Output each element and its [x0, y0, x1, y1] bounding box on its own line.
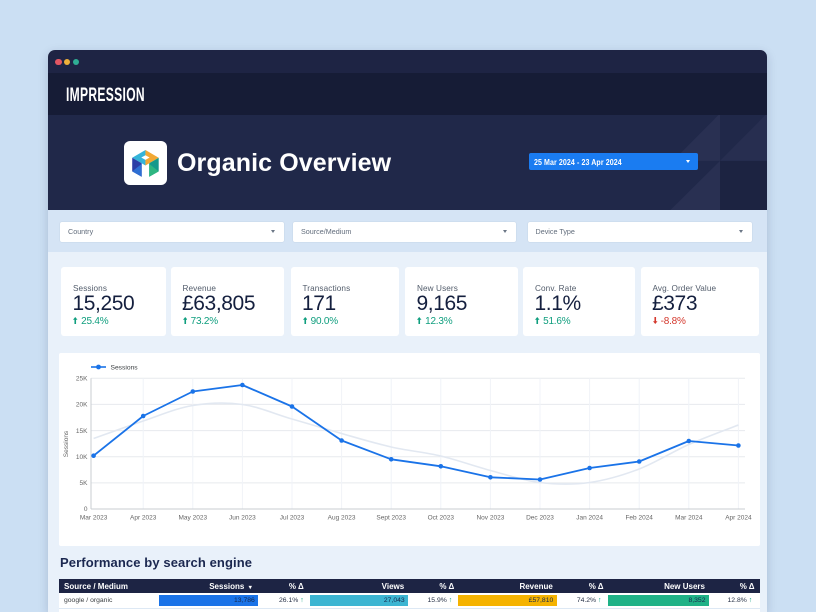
svg-text:5K: 5K	[80, 480, 89, 487]
svg-text:Nov 2023: Nov 2023	[476, 515, 504, 522]
svg-text:Apr 2024: Apr 2024	[725, 515, 752, 522]
svg-text:Jan 2024: Jan 2024	[576, 515, 603, 522]
svg-text:Oct 2023: Oct 2023	[428, 515, 455, 522]
svg-text:Sessions: Sessions	[63, 430, 70, 457]
svg-text:Dec 2023: Dec 2023	[526, 515, 554, 522]
svg-text:Apr 2023: Apr 2023	[130, 515, 157, 522]
svg-text:15K: 15K	[76, 428, 88, 435]
svg-text:Jul 2023: Jul 2023	[280, 515, 305, 522]
svg-text:10K: 10K	[76, 454, 88, 461]
svg-text:Mar 2023: Mar 2023	[80, 515, 108, 522]
svg-text:May 2023: May 2023	[179, 515, 208, 522]
svg-text:25K: 25K	[76, 376, 88, 383]
svg-text:Feb 2024: Feb 2024	[625, 515, 653, 522]
svg-text:Sept 2023: Sept 2023	[376, 515, 406, 522]
svg-text:Sessions: Sessions	[111, 364, 139, 371]
svg-text:Aug 2023: Aug 2023	[328, 515, 356, 522]
svg-text:20K: 20K	[76, 402, 88, 409]
svg-text:Jun 2023: Jun 2023	[229, 515, 256, 522]
svg-text:Mar 2024: Mar 2024	[675, 515, 703, 522]
svg-text:0: 0	[84, 506, 88, 513]
